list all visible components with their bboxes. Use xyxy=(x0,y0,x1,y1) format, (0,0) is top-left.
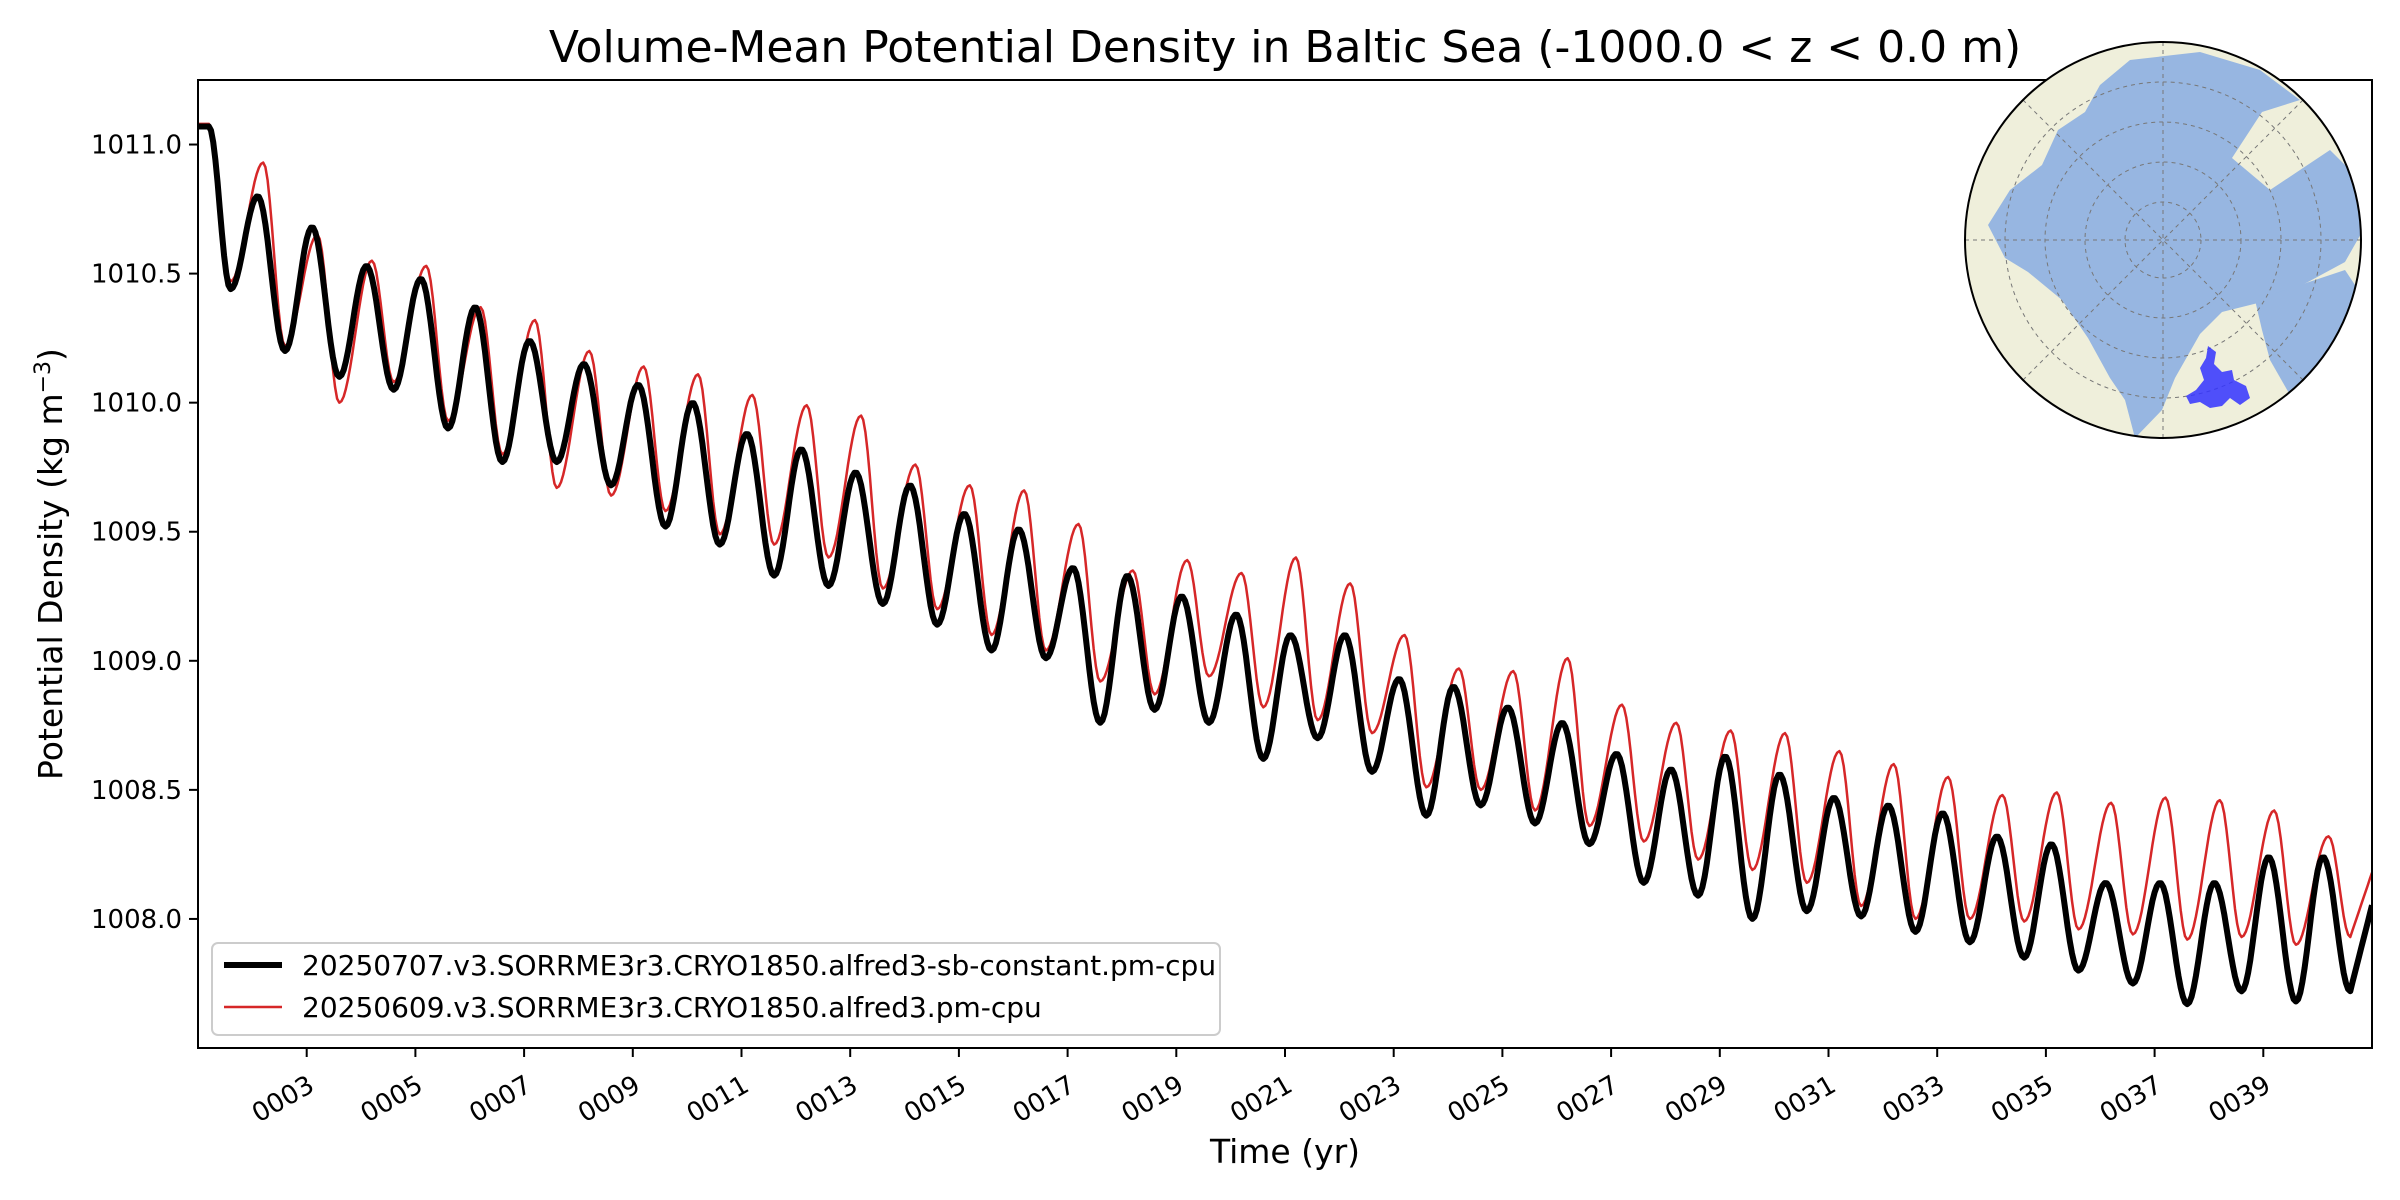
x-tick-label: 0021 xyxy=(1225,1070,1297,1129)
x-tick-label: 0009 xyxy=(573,1070,645,1129)
y-tick-label: 1010.5 xyxy=(91,260,182,290)
x-tick-label: 0039 xyxy=(2204,1070,2276,1129)
series-line-2 xyxy=(198,122,2372,946)
x-tick-label: 0015 xyxy=(899,1070,971,1129)
y-tick-label: 1010.0 xyxy=(91,389,182,419)
x-tick-label: 0011 xyxy=(682,1070,754,1129)
legend-label-series-2: 20250609.v3.SORRME3r3.CRYO1850.alfred3.p… xyxy=(302,991,1042,1024)
y-tick-label: 1009.0 xyxy=(91,647,182,677)
y-axis-label: Potential Density (kg m−3) xyxy=(31,348,70,780)
x-tick-label: 0035 xyxy=(1986,1070,2058,1129)
x-tick-label: 0027 xyxy=(1551,1070,1623,1129)
y-tick-label: 1008.0 xyxy=(91,905,182,935)
y-tick-label: 1009.5 xyxy=(91,518,182,548)
series-line-1 xyxy=(198,123,2372,1008)
x-tick-label: 0003 xyxy=(247,1070,319,1129)
inset-map-north-sea xyxy=(2120,240,2160,285)
y-axis-label-exponent: −3 xyxy=(31,361,56,393)
x-tick-label: 0037 xyxy=(2095,1070,2167,1129)
x-tick-label: 0023 xyxy=(1334,1070,1406,1129)
x-tick-label: 0033 xyxy=(1878,1070,1950,1129)
x-tick-label: 0019 xyxy=(1117,1070,1189,1129)
inset-map-atlantic xyxy=(2255,270,2361,395)
legend: 20250707.v3.SORRME3r3.CRYO1850.alfred3-s… xyxy=(211,942,1221,1036)
x-tick-label: 0013 xyxy=(791,1070,863,1129)
y-tick-label: 1011.0 xyxy=(91,131,182,161)
inset-map-baltic-region xyxy=(2186,346,2250,408)
inset-map-outline xyxy=(1964,41,2362,439)
x-tick-label: 0025 xyxy=(1443,1070,1515,1129)
plot-lines xyxy=(198,122,2372,1008)
x-tick-label: 0029 xyxy=(1660,1070,1732,1129)
x-tick-label: 0031 xyxy=(1769,1070,1841,1129)
x-axis-label: Time (yr) xyxy=(1209,1132,1360,1171)
x-tick-label: 0005 xyxy=(356,1070,428,1129)
x-tick-label: 0007 xyxy=(464,1070,536,1129)
inset-map-graticule xyxy=(1965,42,2361,438)
legend-box xyxy=(211,942,1221,1036)
y-axis-label-main: Potential Density (kg m xyxy=(31,393,70,780)
legend-label-series-1: 20250707.v3.SORRME3r3.CRYO1850.alfred3-s… xyxy=(302,949,1216,982)
y-axis-label-close: ) xyxy=(31,348,70,361)
y-tick-label: 1008.5 xyxy=(91,776,182,806)
inset-map-ocean-group xyxy=(1988,52,2361,438)
chart-title: Volume-Mean Potential Density in Baltic … xyxy=(549,22,2021,73)
inset-map xyxy=(1964,41,2362,439)
inset-map-ocean xyxy=(1988,52,2361,438)
x-tick-label: 0017 xyxy=(1008,1070,1080,1129)
plot-frame xyxy=(197,79,2373,1049)
